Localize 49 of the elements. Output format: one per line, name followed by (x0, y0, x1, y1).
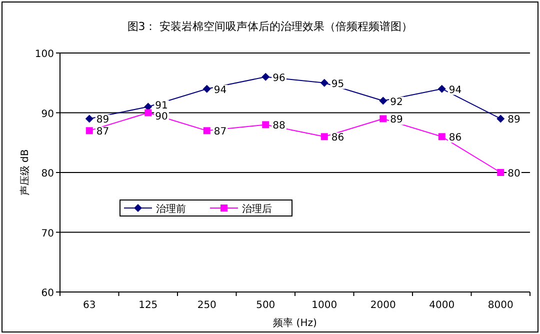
point (320, 133, 328, 140)
point (496, 114, 505, 123)
data-label: 91 (155, 100, 168, 112)
data-label: 96 (272, 72, 286, 84)
x-tick-label: 1000 (312, 300, 338, 311)
point (320, 78, 328, 87)
point (202, 84, 211, 93)
y-tick-label: 100 (34, 49, 54, 60)
x-tick-label: 500 (256, 300, 276, 311)
y-tick-label: 90 (41, 108, 54, 120)
x-tick-label: 250 (197, 300, 216, 311)
data-label: 88 (272, 120, 286, 132)
point (438, 84, 446, 93)
legend-label: 治理前 (156, 203, 186, 215)
data-label: 94 (448, 84, 462, 96)
data-label: 87 (214, 126, 227, 138)
data-label: 94 (214, 84, 227, 96)
data-label: 86 (331, 132, 344, 144)
y-tick-label: 80 (41, 168, 54, 180)
legend-label: 治理后 (242, 203, 272, 215)
point (262, 72, 270, 81)
data-label: 89 (390, 114, 403, 126)
x-tick-label: 125 (138, 300, 158, 311)
y-axis-title: 声压级 dB (19, 149, 31, 196)
data-label: 92 (390, 96, 403, 108)
x-tick-label: 4000 (429, 300, 455, 311)
x-axis-title: 频率 (Hz) (273, 317, 317, 329)
x-tick-label: 63 (83, 300, 96, 311)
point (380, 115, 387, 122)
x-tick-label: 8000 (488, 300, 514, 311)
point (438, 133, 446, 140)
data-label: 89 (508, 114, 520, 126)
data-label: 87 (96, 126, 110, 138)
point (379, 96, 388, 105)
chart-title: 图3： 安装岩棉空间吸声体后的治理效果（倍频程频谱图） (127, 20, 413, 33)
data-label: 80 (508, 168, 520, 180)
point (497, 169, 504, 176)
data-label: 86 (448, 132, 462, 144)
x-tick-label: 2000 (370, 300, 396, 311)
point (262, 121, 270, 128)
point (144, 109, 152, 116)
data-label: 95 (331, 78, 344, 90)
point (85, 114, 94, 123)
point (203, 127, 210, 134)
data-label: 89 (96, 114, 110, 126)
point (86, 127, 93, 134)
y-tick-label: 70 (41, 228, 54, 240)
data-label: 90 (155, 111, 168, 122)
y-tick-label: 60 (41, 288, 54, 299)
